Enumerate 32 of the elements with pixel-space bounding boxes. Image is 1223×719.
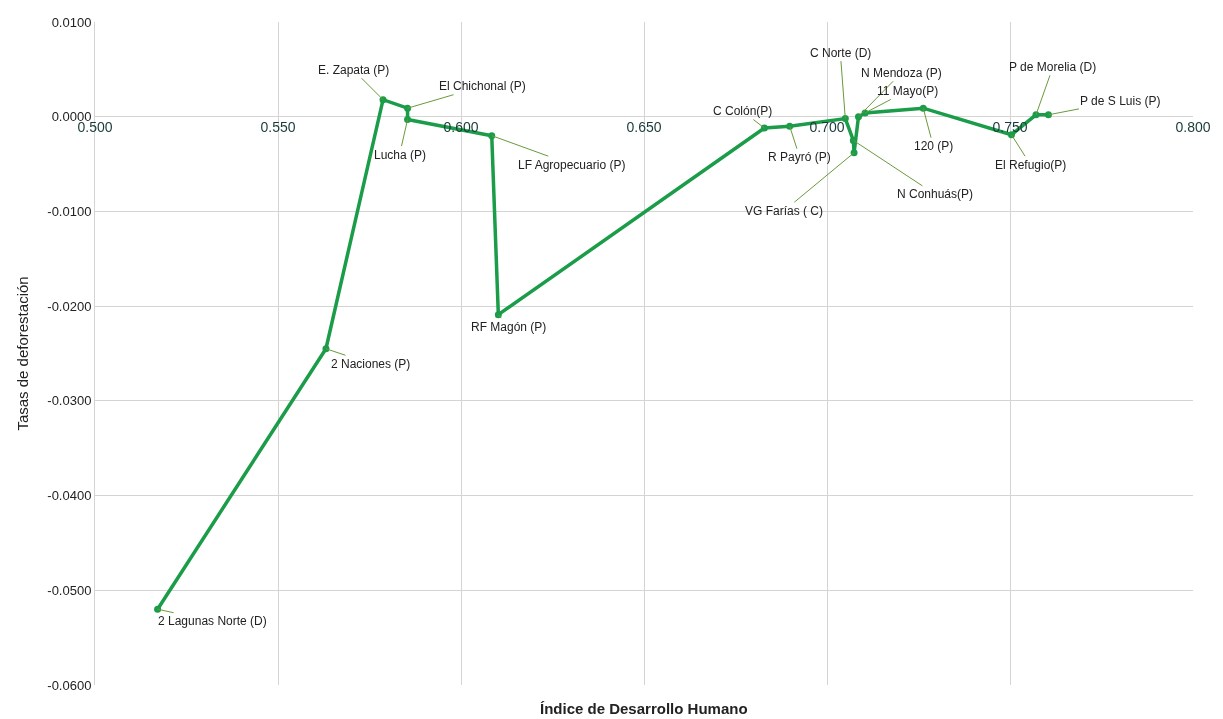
y-tick-label: 0.0100 (51, 14, 92, 30)
annotation: N Conhuás(P) (897, 187, 974, 201)
x-tick-label: 0.700 (809, 118, 845, 135)
annotation: RF Magón (P) (471, 320, 547, 334)
x-axis-title: Índice de Desarrollo Humano (540, 700, 748, 717)
annotation: P de S Luis (P) (1080, 94, 1161, 108)
annotation: 2 Lagunas Norte (D) (158, 614, 267, 628)
y-tick-label: -0.0600 (47, 677, 92, 693)
annotation: El Refugio(P) (995, 158, 1067, 172)
annotation: Lucha (P) (374, 148, 427, 162)
annotation: 11 Mayo(P) (877, 84, 939, 98)
x-tick-label: 0.800 (1175, 118, 1211, 135)
y-tick-label: -0.0300 (47, 393, 92, 409)
annotation: C Norte (D) (810, 46, 872, 60)
y-tick-label: -0.0400 (47, 488, 92, 504)
y-tick-label: -0.0200 (47, 298, 92, 314)
annotation: C Colón(P) (713, 104, 773, 118)
x-tick-label: 0.550 (260, 118, 296, 135)
annotation: 2 Naciones (P) (331, 357, 411, 371)
annotation: VG Farías ( C) (745, 204, 824, 218)
annotation: 120 (P) (914, 139, 954, 153)
x-tick-label: 0.650 (626, 118, 662, 135)
annotation: E. Zapata (P) (318, 63, 390, 77)
point (760, 124, 768, 132)
annotation: P de Morelia (D) (1009, 60, 1097, 74)
y-axis-title: Tasas de deforestación (13, 276, 31, 431)
annotation: R Payró (P) (768, 150, 831, 164)
annotation: LF Agropecuario (P) (518, 158, 626, 172)
annotation: El Chichonal (P) (439, 79, 526, 93)
y-tick-label: -0.0500 (47, 582, 92, 598)
annotation: N Mendoza (P) (861, 66, 942, 80)
y-tick-label: -0.0100 (47, 203, 92, 219)
